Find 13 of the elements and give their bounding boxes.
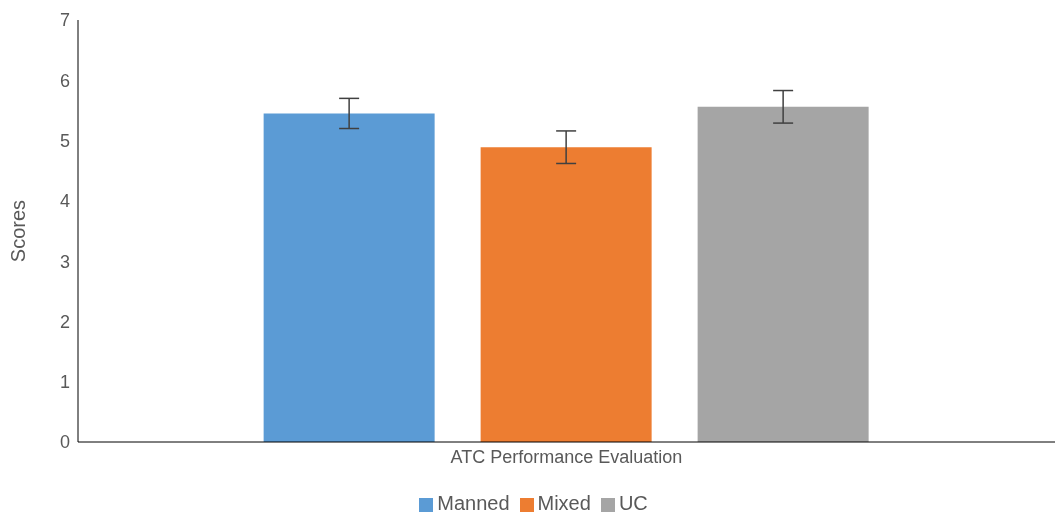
y-tick-label: 2 xyxy=(59,311,70,332)
y-tick-label: 3 xyxy=(59,251,70,272)
y-tick-label: 4 xyxy=(59,191,70,212)
y-tick-label: 6 xyxy=(59,70,70,91)
y-tick-label: 0 xyxy=(59,432,70,453)
y-tick-label: 1 xyxy=(59,372,70,393)
legend-label: Manned xyxy=(437,492,510,514)
y-axis-title: Scores xyxy=(7,199,30,263)
legend-label: Mixed xyxy=(537,492,591,514)
x-tick-label: ATC Performance Evaluation xyxy=(450,446,683,467)
legend-label: UC xyxy=(618,492,648,514)
y-tick-label: 7 xyxy=(59,10,70,31)
y-tick-label: 5 xyxy=(59,130,70,151)
